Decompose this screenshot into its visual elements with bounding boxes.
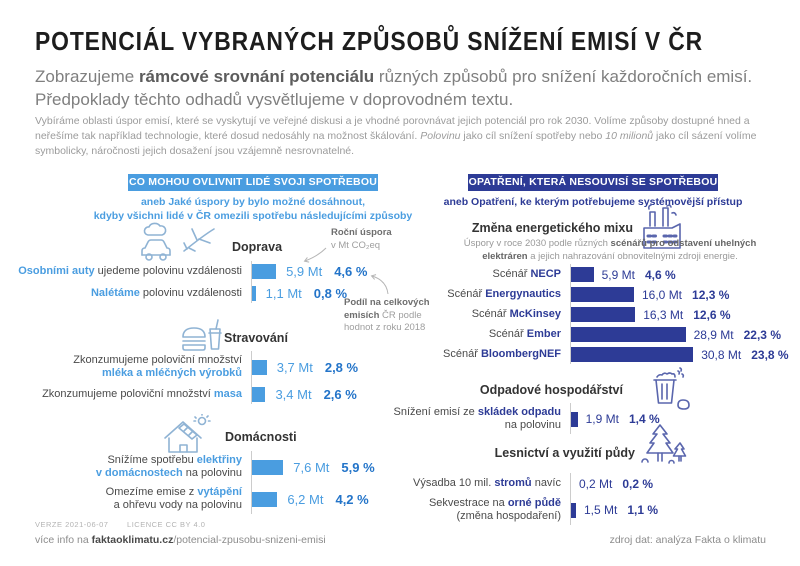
value-pct: 23,8 % [751,347,789,362]
value-mt: 5,9 Mt [601,267,635,282]
row-necp: Scénář NECP 5,9 Mt 4,6 % [492,267,676,282]
annotation-arrow-share [370,274,389,295]
value-mt: 3,4 Mt [275,387,312,402]
license-label: LICENCE CC BY 4.0 [127,520,206,529]
bar [251,491,278,507]
value-mt: 16,3 Mt [643,307,684,322]
bar [570,502,576,518]
value-pct: 2,8 % [324,359,359,375]
axis-line [251,451,252,514]
bar [570,347,694,362]
row-mckinsey: Scénář McKinsey 16,3 Mt 12,6 % [471,307,731,322]
consumption-subtitle: aneb Jaké úspory by bylo možné dosáhnout… [55,195,451,223]
section-desc-energy: Úspory v roce 2030 podle různých scénářů… [463,238,757,262]
value-pct: 4,6 % [334,264,368,279]
house-icon [164,414,211,453]
chart-group-energy: Scénář NECP 5,9 Mt 4,6 % Scénář Energyna… [440,264,800,364]
value-mt: 28,9 Mt [693,327,734,342]
burger-icon [182,319,222,351]
bar [251,387,266,402]
bar [251,359,267,375]
row-skladky: Snížení emisí ze skládek odpadu na polov… [393,406,660,431]
axis-line [251,351,252,404]
version-label: VERZE 2021-06-07 [35,520,109,529]
page-title: POTENCIÁL VYBRANÝCH ZPŮSOBŮ SNÍŽENÍ EMIS… [35,26,704,56]
group-title-doprava: Doprava [232,240,283,254]
axis-line [570,473,571,525]
value-pct: 4,6 % [644,267,676,282]
row-letani: Nalétáme polovinu vzdálenosti 1,1 Mt 0,8… [90,286,348,301]
group-title-domacnosti: Domácnosti [225,430,297,444]
chart-group-stravovani: Zkonzumujeme poloviční množství mléka a … [24,351,464,404]
axis-line [570,403,571,434]
row-mleko: Zkonzumujeme poloviční množství mléka a … [73,354,359,379]
intro-paragraph: Vybíráme oblasti úspor emisí, které se v… [35,115,757,158]
consumption-subtitle-line2: kdyby všichni lidé v ČR omezili spotřebu… [93,210,413,223]
annotation-annual-saving: Roční úspora v Mt CO₂eq [331,227,392,251]
value-pct: 2,6 % [323,387,357,402]
value-mt: 7,6 Mt [293,459,330,475]
row-elektrina: Snížíme spotřebu elektřiny v domácnostec… [95,454,375,479]
value-mt: 16,0 Mt [642,287,683,302]
chart-group-domacnosti: Snížíme spotřebu elektřiny v domácnostec… [24,451,464,514]
bar [251,459,284,475]
value-pct: 22,3 % [743,327,781,342]
row-energynautics: Scénář Energynautics 16,0 Mt 12,3 % [447,287,730,302]
group-title-stravovani: Stravování [224,331,288,345]
value-mt: 3,7 Mt [276,359,313,375]
footer-info-link[interactable]: více info na faktaoklimatu.cz/potencial-… [35,534,326,546]
value-mt: 1,1 Mt [265,286,302,301]
bar [570,287,634,302]
value-mt: 5,9 Mt [286,264,323,279]
systemic-badge: OPATŘENÍ, KTERÁ NESOUVISÍ SE SPOTŘEBOU [468,174,718,191]
value-pct: 5,9 % [341,459,375,475]
value-pct: 12,6 % [693,307,731,322]
axis-line [251,261,252,303]
annotation-arrow-saving [303,247,327,263]
annotation-emission-share: Podíl na celkových emisích ČR podle hodn… [344,297,430,334]
bar [251,286,256,301]
value-mt: 6,2 Mt [287,491,324,507]
trash-icon [653,367,690,410]
value-pct: 4,2 % [335,491,369,507]
footer-data-source: zdroj dat: analýza Fakta o klimatu [609,534,766,546]
value-pct: 12,3 % [692,287,730,302]
section-title-waste: Odpadové hospodářství [479,383,623,397]
row-vytapeni: Omezíme emise z vytápění a ohřevu vody n… [105,486,369,511]
row-stromy: Výsadba 10 mil. stromů navíc 0,2 Mt 0,2 … [413,476,654,491]
value-pct: 0,8 % [313,286,348,301]
trees-icon [641,424,687,464]
value-mt: 0,2 Mt [579,476,613,491]
value-pct: 1,4 % [628,412,660,426]
row-osobni-auta: Osobními auty ujedeme polovinu vzdálenos… [18,264,368,279]
row-ember: Scénář Ember 28,9 Mt 22,3 % [488,327,781,342]
bar [570,307,636,322]
bar [251,264,277,279]
bar [570,267,594,282]
chart-group-waste: Snížení emisí ze skládek odpadu na polov… [393,403,800,434]
axis-line [570,264,571,364]
chart-group-doprava: Osobními auty ujedeme polovinu vzdálenos… [18,261,464,303]
consumption-badge: CO MOHOU OVLIVNIT LIDÉ SVOJI SPOTŘEBOU [128,174,378,191]
footer-meta: VERZE 2021-06-07 LICENCE CC BY 4.0 [35,520,205,529]
value-pct: 0,2 % [622,476,654,491]
value-pct: 1,1 % [627,503,659,517]
factory-icon [643,204,681,249]
row-bloombergnef: Scénář BloombergNEF 30,8 Mt 23,8 % [443,347,789,362]
page-subtitle: Zobrazujeme rámcové srovnání potenciálu … [35,67,753,109]
value-mt: 30,8 Mt [701,347,742,362]
bar [570,411,578,427]
row-maso: Zkonzumujeme poloviční množství masa 3,4… [42,387,357,402]
bar [570,327,686,342]
section-title-forestry: Lesnictví a využití půdy [494,446,635,460]
chart-group-forestry: Výsadba 10 mil. stromů navíc 0,2 Mt 0,2 … [413,473,800,525]
value-mt: 1,9 Mt [585,412,619,426]
systemic-subtitle: aneb Opatření, ke kterým potřebujeme sys… [443,196,743,208]
value-mt: 1,5 Mt [584,503,618,517]
consumption-subtitle-line1: aneb Jaké úspory by bylo možné dosáhnout… [140,196,366,208]
row-sekvestrace: Sekvestrace na orné půdě (změna hospodař… [428,497,659,522]
section-title-energy: Změna energetického mixu [471,221,633,235]
car-plane-icon [141,222,215,261]
